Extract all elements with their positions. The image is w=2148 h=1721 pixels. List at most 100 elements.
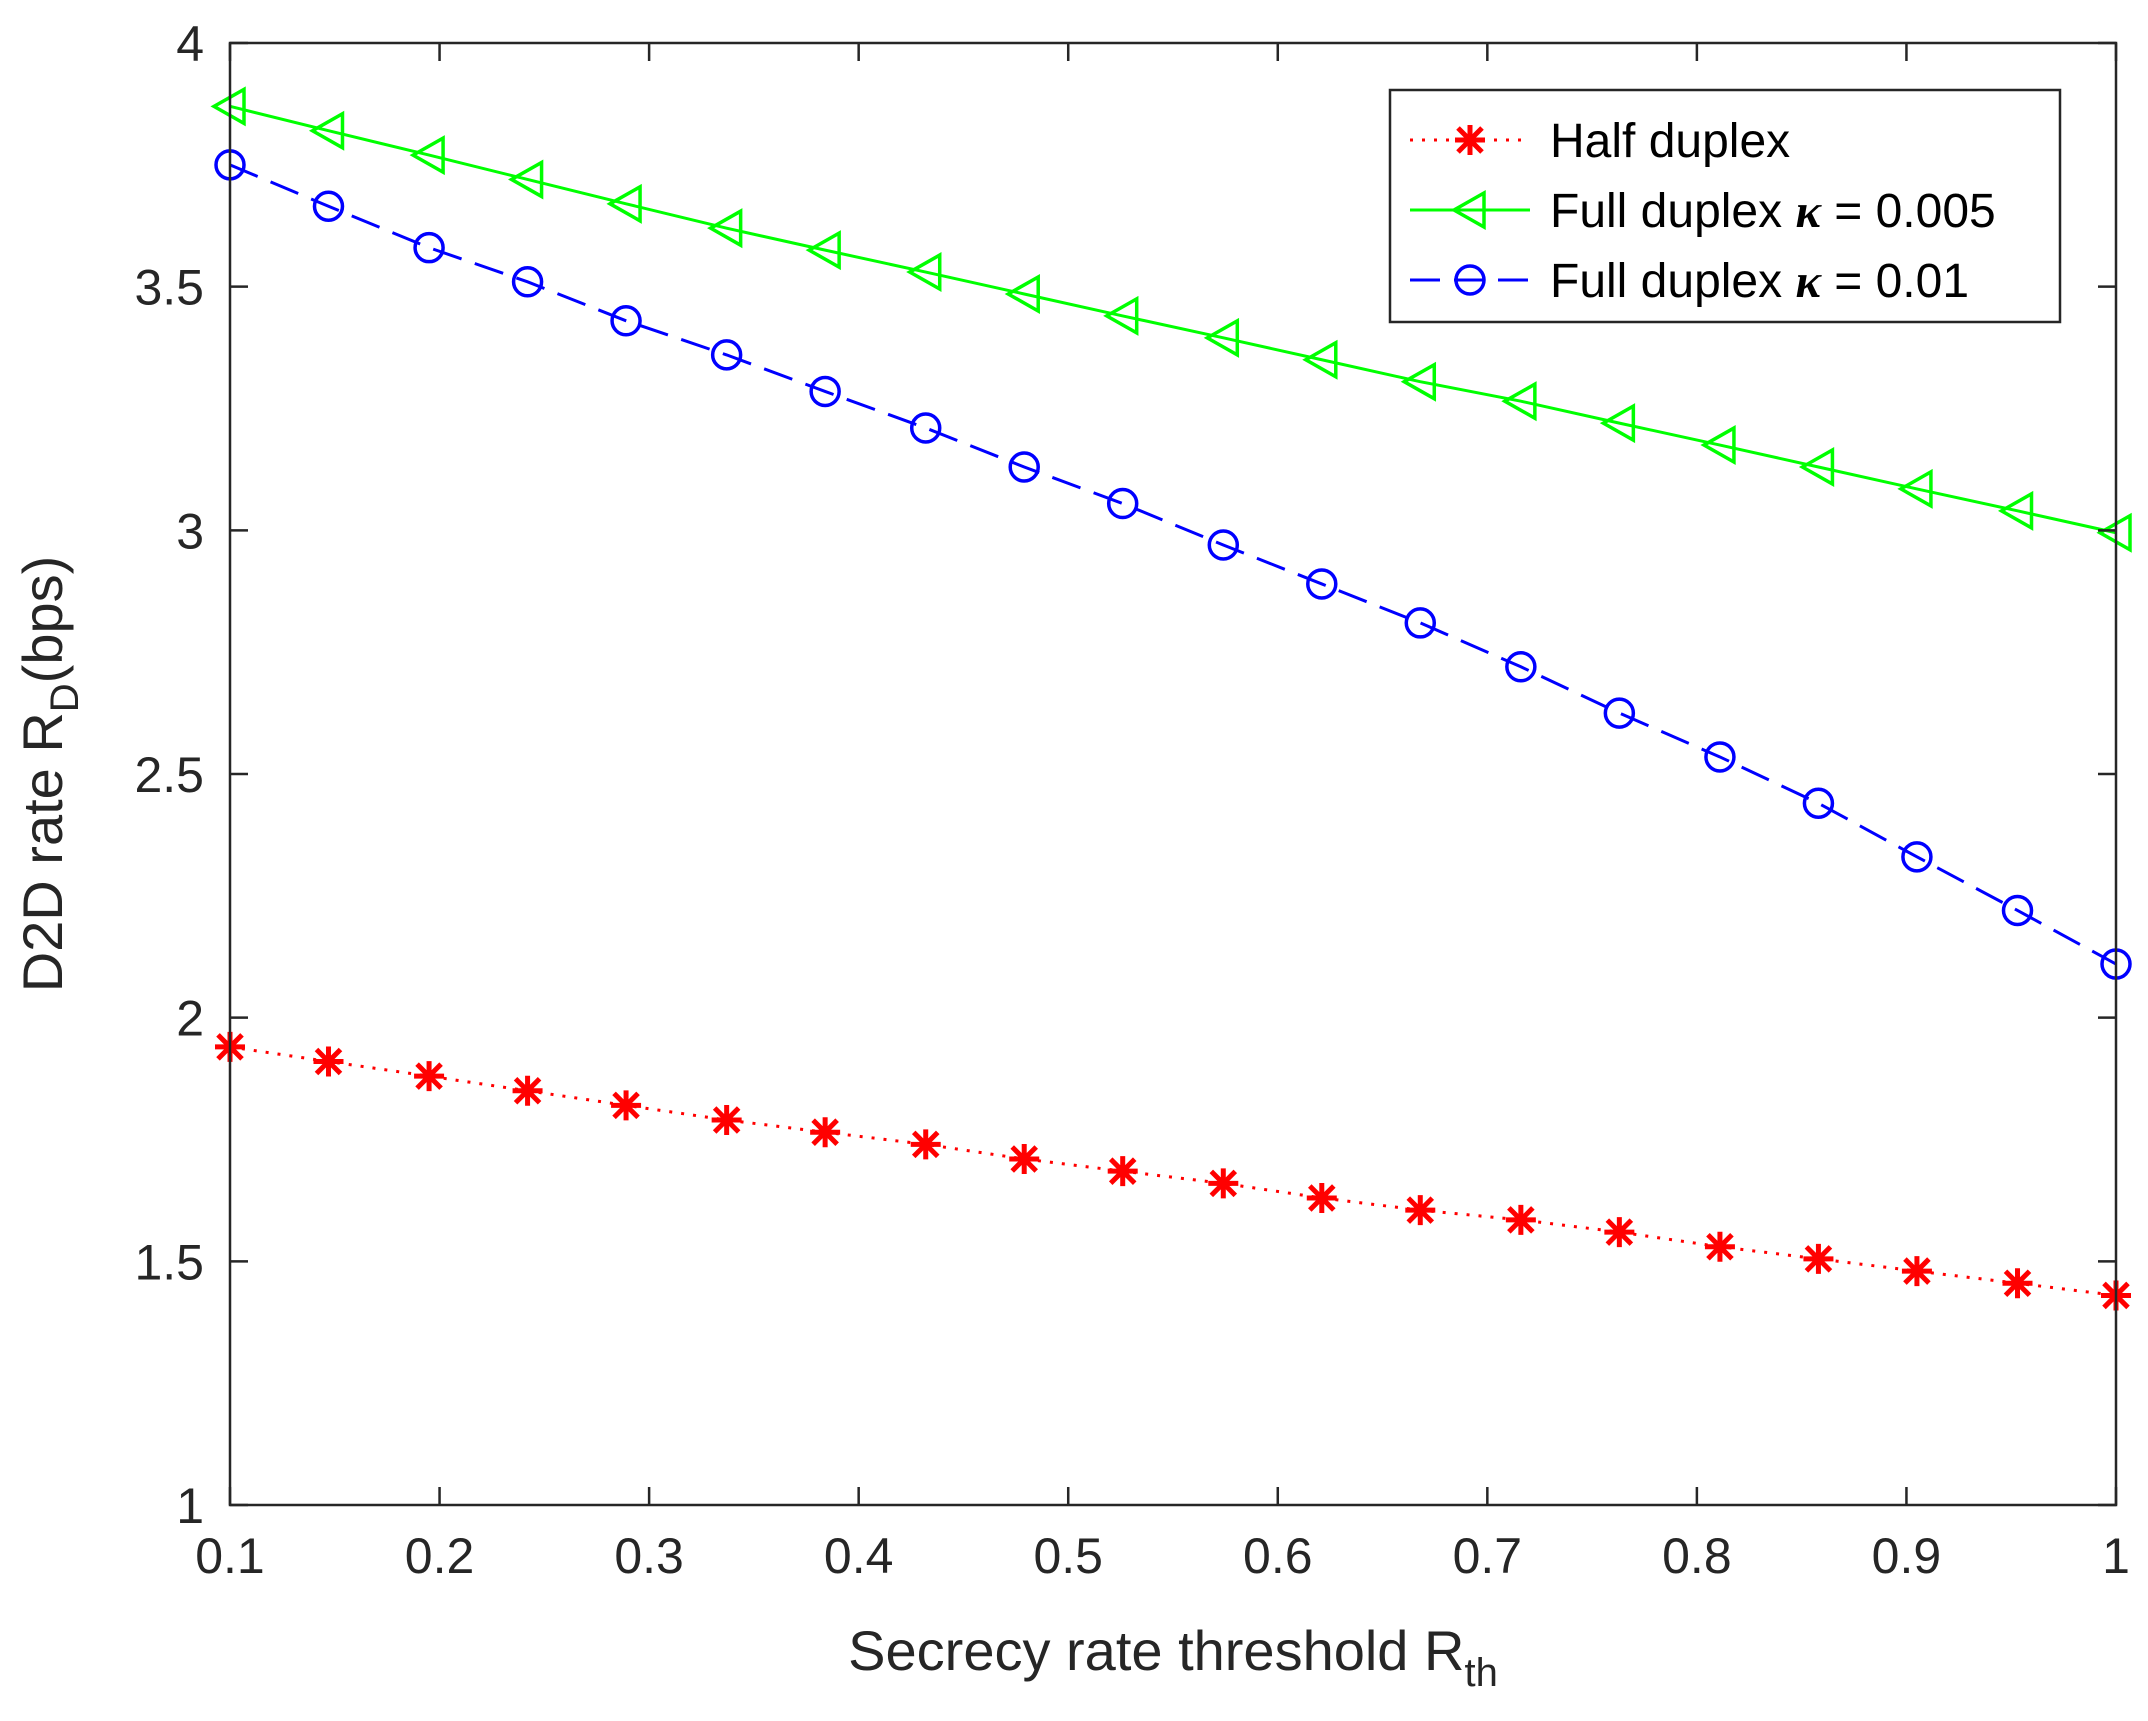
x-tick-label: 0.9	[1872, 1528, 1942, 1584]
series-1-point	[1208, 1168, 1239, 1199]
series-2-point	[1897, 468, 1933, 509]
series-2-point	[707, 208, 743, 249]
legend-label-main: Full duplex	[1550, 255, 1795, 308]
series-2-point	[1103, 295, 1139, 336]
y-axis-title: D2D rate RD(bps)	[11, 556, 87, 993]
series-2-point	[1599, 403, 1636, 444]
legend-box	[1388, 88, 2062, 324]
legend-label: Half duplex	[1550, 115, 1790, 168]
legend-entry-3: Full duplex κ = 0.01	[1410, 255, 1969, 308]
series-3-point	[1008, 451, 1040, 483]
series-1-point	[810, 1117, 841, 1148]
series-3-point	[413, 231, 445, 264]
series-3-point	[1404, 607, 1437, 639]
series-2-point	[805, 230, 841, 271]
series-2-point	[1798, 446, 1835, 487]
y-axis-title-units: (bps)	[11, 556, 74, 684]
x-axis-title-main: Secrecy rate threshold R	[848, 1619, 1464, 1682]
series-2-point	[1997, 490, 2034, 531]
series-1-point	[1505, 1204, 1536, 1235]
series-2-point	[1501, 381, 1537, 422]
series-1-point	[1901, 1256, 1932, 1287]
series-1-point	[512, 1075, 543, 1106]
series-1-point	[1803, 1243, 1834, 1274]
series-1-point	[1405, 1195, 1436, 1226]
series-3-point	[710, 339, 743, 371]
series-1-point	[414, 1061, 445, 1092]
series-3-point	[1704, 741, 1736, 773]
y-tick-label: 4	[176, 16, 204, 72]
series-2-point	[409, 135, 445, 176]
y-axis-title-main: D2D rate R	[11, 712, 74, 992]
x-tick-label: 0.7	[1453, 1528, 1523, 1584]
series-1-point	[1704, 1231, 1735, 1262]
x-tick-label: 1	[2102, 1528, 2130, 1584]
series-1	[215, 1031, 2131, 1311]
y-axis-title-subscript: D	[43, 683, 87, 712]
legend-label-kappa: κ	[1795, 185, 1822, 238]
series-3-point	[312, 190, 345, 223]
series-2-point	[1700, 425, 1736, 466]
x-tick-label: 0.8	[1662, 1528, 1732, 1584]
series-3-point	[610, 305, 642, 337]
series-2-line	[229, 104, 2117, 535]
series-layer	[210, 86, 2132, 1311]
legend-label: Full duplex κ = 0.005	[1550, 185, 1996, 238]
axes-layer: 0.1 0.2 0.3 0.4 0.5 0.6 0.7 0.8 0.9 1 1 1.5 2 2.5 3 3.5…	[134, 16, 2129, 1584]
series-1-line	[229, 1045, 2117, 1297]
series-1-point	[1107, 1156, 1138, 1187]
x-tick-label: 0.1	[195, 1528, 265, 1584]
series-1-point	[2002, 1268, 2033, 1299]
y-tick-label: 3.5	[134, 260, 204, 316]
series-3-point	[1505, 651, 1537, 683]
legend-label-value: = 0.005	[1821, 185, 1996, 238]
series-3	[214, 149, 2132, 980]
series-3-line	[229, 163, 2117, 966]
series-1-point	[1306, 1182, 1337, 1213]
x-tick-label: 0.6	[1243, 1528, 1313, 1584]
legend-label-main: Full duplex	[1550, 185, 1795, 238]
y-tick-label: 1.5	[134, 1234, 204, 1290]
series-2-point	[1400, 361, 1437, 402]
x-tick-label: 0.2	[405, 1528, 475, 1584]
series-2-point	[1004, 273, 1040, 314]
series-3-point	[1802, 787, 1835, 819]
series-1-point	[1009, 1143, 1040, 1174]
series-2-point	[906, 252, 942, 293]
series-3-point	[1207, 529, 1240, 561]
legend-marker	[1455, 125, 1485, 155]
series-3-point	[809, 375, 841, 408]
series-2-point	[308, 110, 345, 151]
legend-label-kappa: κ	[1795, 255, 1822, 308]
legend-entry-1: Half duplex	[1410, 115, 1790, 168]
y-tick-label: 2.5	[134, 747, 204, 803]
series-1-point	[1604, 1217, 1635, 1248]
x-tick-label: 0.3	[614, 1528, 684, 1584]
legend-label-main: Half duplex	[1550, 115, 1790, 168]
series-2-point	[1302, 339, 1338, 380]
series-3-point	[1106, 487, 1139, 520]
series-2-point	[508, 159, 544, 200]
series-3-point	[511, 266, 544, 298]
series-3-point	[909, 412, 942, 444]
x-tick-label: 0.4	[824, 1528, 894, 1584]
x-tick-label: 0.5	[1033, 1528, 1103, 1584]
x-axis-title: Secrecy rate threshold Rth	[848, 1619, 1498, 1695]
series-1-point	[711, 1105, 742, 1136]
series-3-point	[2001, 894, 2034, 927]
series-1-point	[910, 1129, 941, 1160]
series-1-point	[611, 1090, 642, 1121]
series-1-point	[313, 1046, 344, 1077]
y-tick-label: 3	[176, 503, 204, 559]
series-3-point	[1603, 697, 1636, 729]
y-tick-label: 2	[176, 991, 204, 1047]
legend-marker	[1454, 264, 1486, 296]
series-3-point	[1306, 568, 1338, 600]
x-axis-title-subscript: th	[1464, 1651, 1497, 1695]
series-2-point	[1203, 317, 1240, 358]
series-2	[210, 86, 2132, 553]
legend-entry-2: Full duplex κ = 0.005	[1410, 185, 1996, 238]
legend-label: Full duplex κ = 0.01	[1550, 255, 1969, 308]
